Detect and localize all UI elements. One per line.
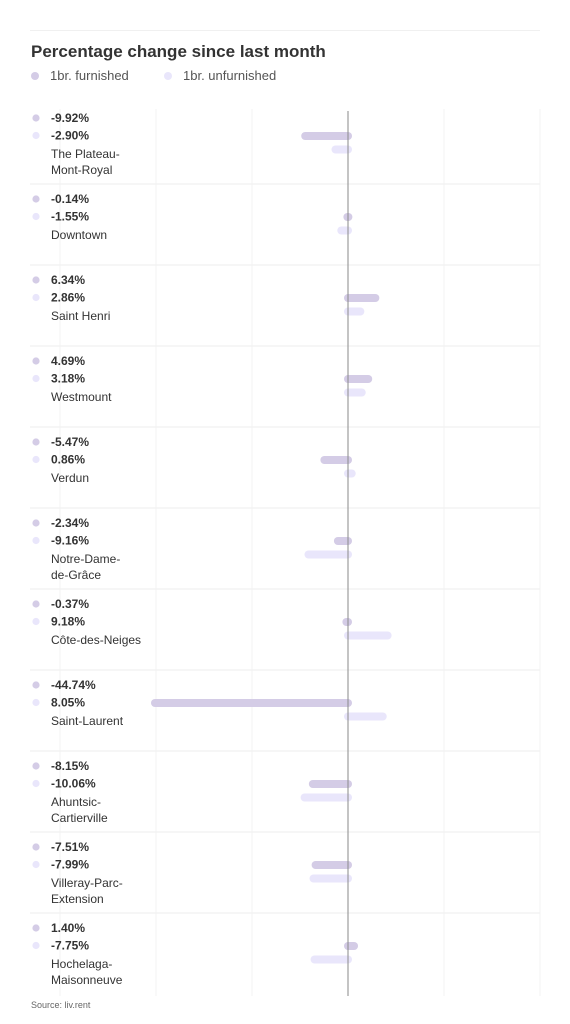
row-dot-furnished: [32, 438, 40, 446]
row-dot-furnished: [32, 114, 40, 122]
value-label-furnished: -2.34%: [51, 516, 89, 530]
category-label: de-Grâce: [51, 568, 101, 582]
row-dot-furnished: [32, 681, 40, 689]
value-label-unfurnished: -2.90%: [51, 129, 89, 143]
value-label-unfurnished: 0.86%: [51, 453, 85, 467]
source-note: Source: liv.rent: [31, 1000, 91, 1010]
category-label: Côte-des-Neiges: [51, 633, 141, 647]
row-dot-unfurnished: [32, 455, 40, 464]
row-dot-unfurnished: [32, 536, 40, 545]
bar-furnished: [344, 294, 380, 302]
value-label-unfurnished: -7.75%: [51, 939, 89, 953]
category-label: Hochelaga-: [51, 957, 112, 971]
bar-unfurnished: [300, 793, 352, 802]
row-dot-furnished: [32, 924, 40, 932]
bar-unfurnished: [344, 469, 356, 478]
bar-unfurnished: [344, 631, 392, 640]
value-label-furnished: -8.15%: [51, 759, 89, 773]
value-label-unfurnished: 8.05%: [51, 696, 85, 710]
legend-unfurnished-label: 1br. unfurnished: [183, 68, 277, 83]
row-dot-furnished: [32, 519, 40, 527]
category-label: Downtown: [51, 228, 107, 242]
row-dot-unfurnished: [32, 698, 40, 707]
bar-furnished: [344, 942, 359, 950]
value-label-furnished: -0.14%: [51, 192, 89, 206]
legend-unfurnished-dot: [164, 71, 172, 80]
bar-unfurnished: [344, 307, 365, 316]
category-label: Maisonneuve: [51, 973, 123, 987]
bar-furnished: [333, 537, 352, 545]
value-label-furnished: -0.37%: [51, 597, 89, 611]
row-dot-unfurnished: [32, 212, 40, 221]
legend-item-unfurnished: 1br. unfurnished: [164, 68, 276, 83]
chart-title: Percentage change since last month: [31, 42, 326, 61]
row-dot-furnished: [32, 357, 40, 365]
row-dot-furnished: [32, 762, 40, 770]
row-dot-unfurnished: [32, 374, 40, 383]
bar-unfurnished: [304, 550, 352, 559]
value-label-unfurnished: -7.99%: [51, 858, 89, 872]
bar-furnished: [342, 618, 352, 626]
value-label-furnished: 6.34%: [51, 273, 85, 287]
bar-unfurnished: [331, 145, 352, 154]
bar-unfurnished: [344, 712, 387, 721]
bar-unfurnished: [310, 955, 352, 964]
category-label: Villeray-Parc-: [51, 876, 123, 890]
row-dot-furnished: [32, 195, 40, 203]
row-dot-furnished: [32, 276, 40, 284]
bar-unfurnished: [309, 874, 352, 883]
row-dot-unfurnished: [32, 779, 40, 788]
bar-unfurnished: [337, 226, 352, 235]
value-label-unfurnished: -10.06%: [51, 777, 96, 791]
category-label: Westmount: [51, 390, 112, 404]
value-label-unfurnished: 3.18%: [51, 372, 85, 386]
value-label-unfurnished: 2.86%: [51, 291, 85, 305]
category-label: Saint-Laurent: [51, 714, 124, 728]
row-dot-unfurnished: [32, 293, 40, 302]
value-label-furnished: -9.92%: [51, 111, 89, 125]
value-label-furnished: -5.47%: [51, 435, 89, 449]
category-label: Verdun: [51, 471, 89, 485]
row-dot-unfurnished: [32, 860, 40, 869]
category-label: Ahuntsic-: [51, 795, 101, 809]
value-label-furnished: -7.51%: [51, 840, 89, 854]
value-label-furnished: -44.74%: [51, 678, 96, 692]
top-rule: [30, 30, 540, 31]
category-label: Saint Henri: [51, 309, 110, 323]
bar-furnished: [301, 132, 352, 140]
bar-furnished: [151, 699, 352, 707]
row-dot-unfurnished: [32, 617, 40, 626]
category-label: Extension: [51, 892, 104, 906]
row-dot-furnished: [32, 600, 40, 608]
category-label: The Plateau-: [51, 147, 120, 161]
value-label-furnished: 1.40%: [51, 921, 85, 935]
category-label: Notre-Dame-: [51, 552, 120, 566]
category-label: Mont-Royal: [51, 163, 112, 177]
value-label-unfurnished: -1.55%: [51, 210, 89, 224]
bar-furnished: [308, 780, 352, 788]
value-label-unfurnished: -9.16%: [51, 534, 89, 548]
legend-furnished-label: 1br. furnished: [50, 68, 129, 83]
row-dot-furnished: [32, 843, 40, 851]
category-label: Cartierville: [51, 811, 108, 825]
legend-furnished-dot: [31, 71, 39, 80]
value-label-furnished: 4.69%: [51, 354, 85, 368]
bar-unfurnished: [344, 388, 366, 397]
row-dot-unfurnished: [32, 941, 40, 950]
bar-furnished: [311, 861, 352, 869]
bar-furnished: [320, 456, 352, 464]
row-dot-unfurnished: [32, 131, 40, 140]
legend-item-furnished: 1br. furnished: [31, 68, 129, 83]
value-label-unfurnished: 9.18%: [51, 615, 85, 629]
chart-svg: -9.92% -2.90% The Plateau- Mont-Royal -0.14%…: [30, 109, 541, 996]
bar-furnished: [344, 375, 373, 383]
